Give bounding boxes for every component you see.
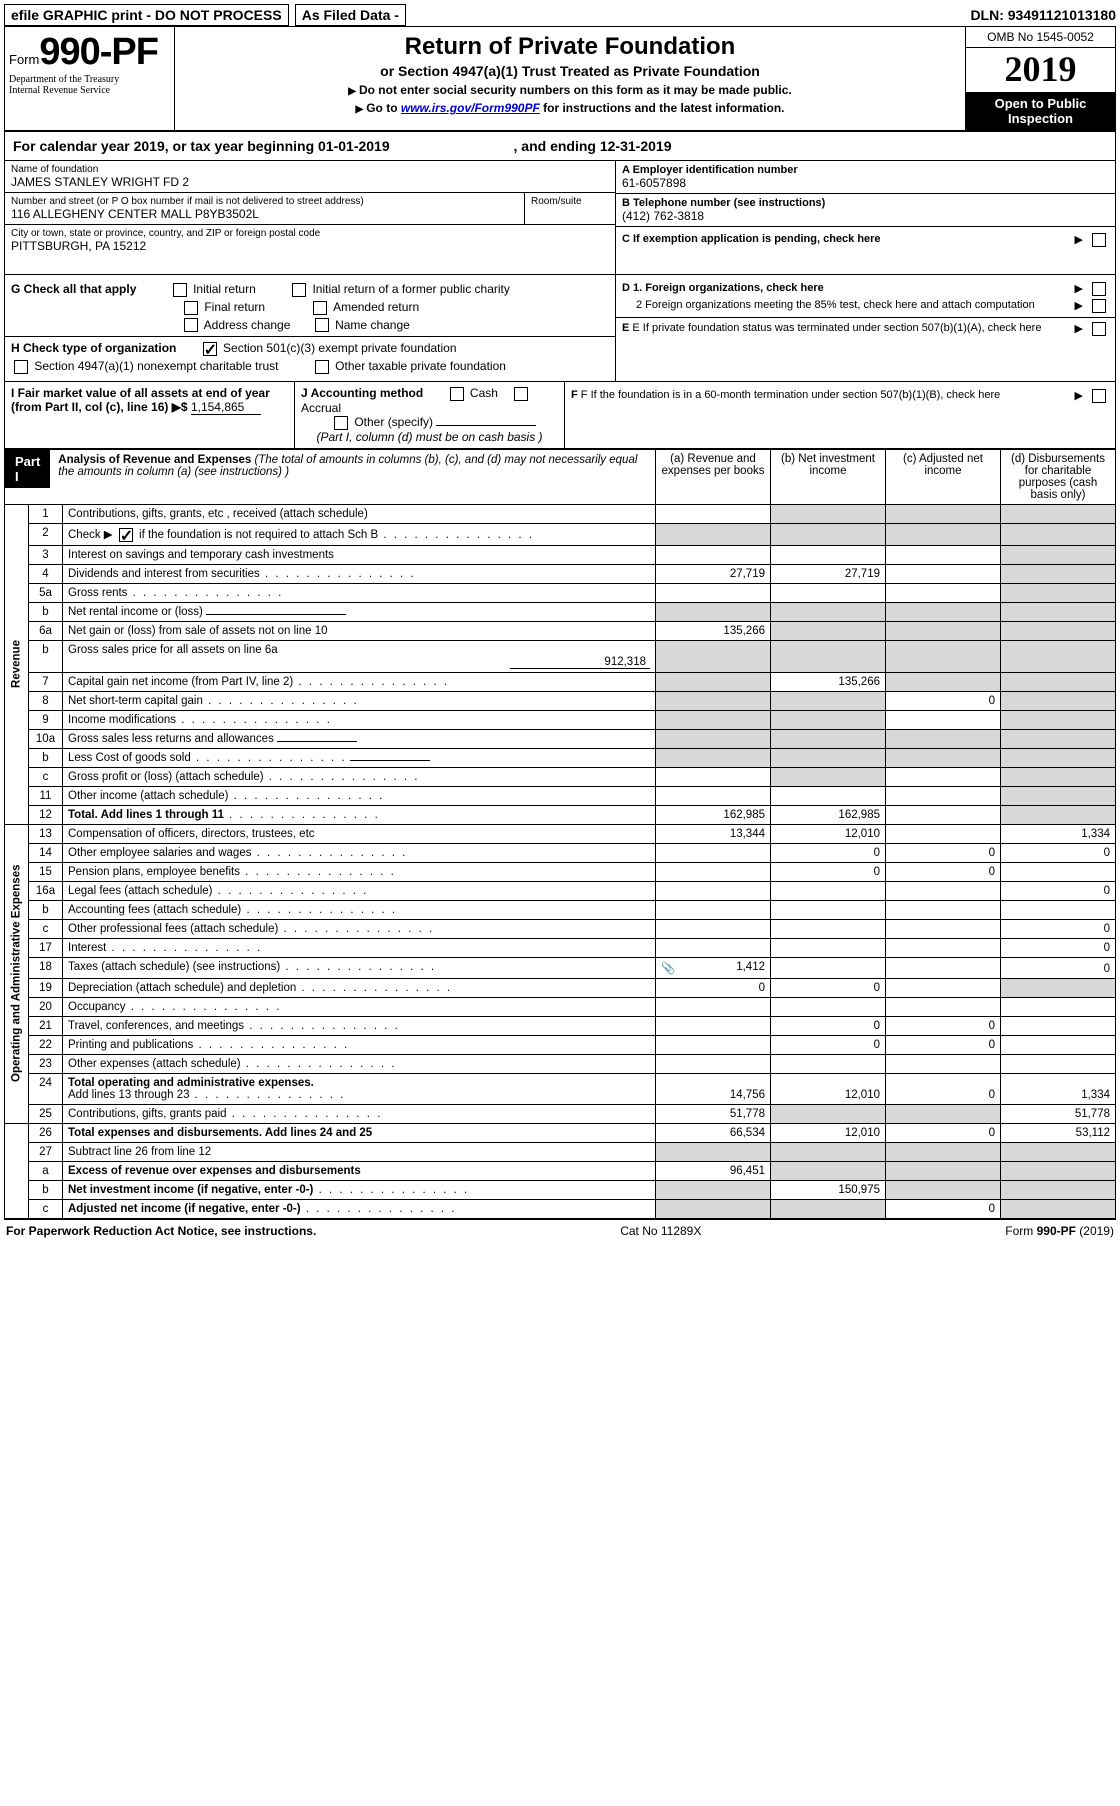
row-16a: 16aLegal fees (attach schedule)0: [5, 881, 1116, 900]
row-21: 21Travel, conferences, and meetings00: [5, 1016, 1116, 1035]
foundation-name-cell: Name of foundation JAMES STANLEY WRIGHT …: [5, 161, 615, 193]
row-14: 14Other employee salaries and wages000: [5, 843, 1116, 862]
row-6b: bGross sales price for all assets on lin…: [5, 640, 1116, 672]
section-f: F F If the foundation is in a 60-month t…: [565, 382, 1115, 448]
checkbox-c[interactable]: [1092, 233, 1106, 247]
row-13: Operating and Administrative Expenses 13…: [5, 824, 1116, 843]
omb-number: OMB No 1545-0052: [966, 27, 1115, 48]
chk-address-change[interactable]: [184, 318, 198, 332]
chk-name-change[interactable]: [315, 318, 329, 332]
block-ijf: I Fair market value of all assets at end…: [4, 382, 1116, 449]
room-suite-cell: Room/suite: [525, 193, 615, 224]
box-c-cell: C If exemption application is pending, c…: [616, 227, 1115, 253]
asfiled-label: As Filed Data -: [295, 4, 406, 26]
form-title: Return of Private Foundation: [185, 33, 955, 61]
section-g: G Check all that apply Initial return In…: [5, 275, 615, 381]
form-number: 990-PF: [39, 31, 158, 73]
row-9: 9Income modifications: [5, 710, 1116, 729]
chk-f[interactable]: [1092, 389, 1106, 403]
row-4: 4Dividends and interest from securities2…: [5, 564, 1116, 583]
row-6a: 6aNet gain or (loss) from sale of assets…: [5, 621, 1116, 640]
open-to-public: Open to Public Inspection: [966, 92, 1115, 130]
expenses-label: Operating and Administrative Expenses: [5, 824, 29, 1123]
irs-link[interactable]: www.irs.gov/Form990PF: [401, 101, 540, 115]
attachment-icon[interactable]: 📎: [661, 961, 675, 975]
tax-year: 2019: [966, 48, 1115, 92]
row-19: 19Depreciation (attach schedule) and dep…: [5, 978, 1116, 997]
chk-d2[interactable]: [1092, 299, 1106, 313]
chk-other-method[interactable]: [334, 416, 348, 430]
col-d-header: (d) Disbursements for charitable purpose…: [1001, 449, 1116, 504]
row-10a: 10aGross sales less returns and allowanc…: [5, 729, 1116, 748]
section-i: I Fair market value of all assets at end…: [5, 382, 295, 448]
revenue-label: Revenue: [5, 504, 29, 824]
section-de: D 1. Foreign organizations, check here ▶…: [615, 275, 1115, 381]
row-26: 26Total expenses and disbursements. Add …: [5, 1123, 1116, 1142]
col-c-header: (c) Adjusted net income: [886, 449, 1001, 504]
row-16c: cOther professional fees (attach schedul…: [5, 919, 1116, 938]
row-27: 27Subtract line 26 from line 12: [5, 1142, 1116, 1161]
row-20: 20Occupancy: [5, 997, 1116, 1016]
section-j: J Accounting method Cash Accrual Other (…: [295, 382, 565, 448]
chk-d1[interactable]: [1092, 282, 1106, 296]
city-cell: City or town, state or province, country…: [5, 225, 615, 274]
efile-label: efile GRAPHIC print - DO NOT PROCESS: [4, 4, 289, 26]
header-right: OMB No 1545-0052 2019 Open to Public Ins…: [965, 27, 1115, 130]
row-12: 12Total. Add lines 1 through 11162,98516…: [5, 805, 1116, 824]
row-7: 7Capital gain net income (from Part IV, …: [5, 672, 1116, 691]
chk-e[interactable]: [1092, 322, 1106, 336]
chk-final-return[interactable]: [184, 301, 198, 315]
row-18: 18Taxes (attach schedule) (see instructi…: [5, 957, 1116, 978]
form-header: Form990-PF Department of the Treasury In…: [4, 26, 1116, 132]
chk-amended[interactable]: [313, 301, 327, 315]
section-h: H Check type of organization Section 501…: [5, 336, 615, 356]
row-11: 11Other income (attach schedule): [5, 786, 1116, 805]
dln: DLN: 93491121013180: [970, 7, 1116, 23]
row-27c: cAdjusted net income (if negative, enter…: [5, 1199, 1116, 1218]
chk-other-taxable[interactable]: [315, 360, 329, 374]
col-a-header: (a) Revenue and expenses per books: [656, 449, 771, 504]
chk-initial-return[interactable]: [173, 283, 187, 297]
row-25: 25Contributions, gifts, grants paid51,77…: [5, 1104, 1116, 1123]
row-24: 24Total operating and administrative exp…: [5, 1073, 1116, 1104]
phone-cell: B Telephone number (see instructions) (4…: [616, 194, 1115, 227]
ein-cell: A Employer identification number 61-6057…: [616, 161, 1115, 194]
row-22: 22Printing and publications00: [5, 1035, 1116, 1054]
row-10b: bLess Cost of goods sold: [5, 748, 1116, 767]
row-15: 15Pension plans, employee benefits00: [5, 862, 1116, 881]
chk-501c3[interactable]: [203, 342, 217, 356]
block-g-de: G Check all that apply Initial return In…: [4, 275, 1116, 382]
row-23: 23Other expenses (attach schedule): [5, 1054, 1116, 1073]
efile-topbar: efile GRAPHIC print - DO NOT PROCESS As …: [4, 4, 1116, 26]
entity-info: Name of foundation JAMES STANLEY WRIGHT …: [4, 161, 1116, 275]
row-27a: aExcess of revenue over expenses and dis…: [5, 1161, 1116, 1180]
chk-sch-b[interactable]: [119, 528, 133, 542]
part-i-label: Part I: [5, 450, 50, 488]
part-i-table: Part I Analysis of Revenue and Expenses …: [4, 449, 1116, 1219]
calendar-year-row: For calendar year 2019, or tax year begi…: [4, 132, 1116, 161]
row-10c: cGross profit or (loss) (attach schedule…: [5, 767, 1116, 786]
row-8: 8Net short-term capital gain0: [5, 691, 1116, 710]
row-27b: bNet investment income (if negative, ent…: [5, 1180, 1116, 1199]
header-title-block: Return of Private Foundation or Section …: [175, 27, 965, 130]
chk-initial-former[interactable]: [292, 283, 306, 297]
header-left: Form990-PF Department of the Treasury In…: [5, 27, 175, 130]
row-2: 2Check ▶ if the foundation is not requir…: [5, 523, 1116, 545]
chk-4947a1[interactable]: [14, 360, 28, 374]
row-3: 3Interest on savings and temporary cash …: [5, 545, 1116, 564]
address-cell: Number and street (or P O box number if …: [5, 193, 525, 224]
row-5b: bNet rental income or (loss): [5, 602, 1116, 621]
row-17: 17Interest0: [5, 938, 1116, 957]
col-b-header: (b) Net investment income: [771, 449, 886, 504]
chk-accrual[interactable]: [514, 387, 528, 401]
row-5a: 5aGross rents: [5, 583, 1116, 602]
row-1: Revenue 1Contributions, gifts, grants, e…: [5, 504, 1116, 523]
chk-cash[interactable]: [450, 387, 464, 401]
row-16b: bAccounting fees (attach schedule): [5, 900, 1116, 919]
page-footer: For Paperwork Reduction Act Notice, see …: [4, 1219, 1116, 1242]
